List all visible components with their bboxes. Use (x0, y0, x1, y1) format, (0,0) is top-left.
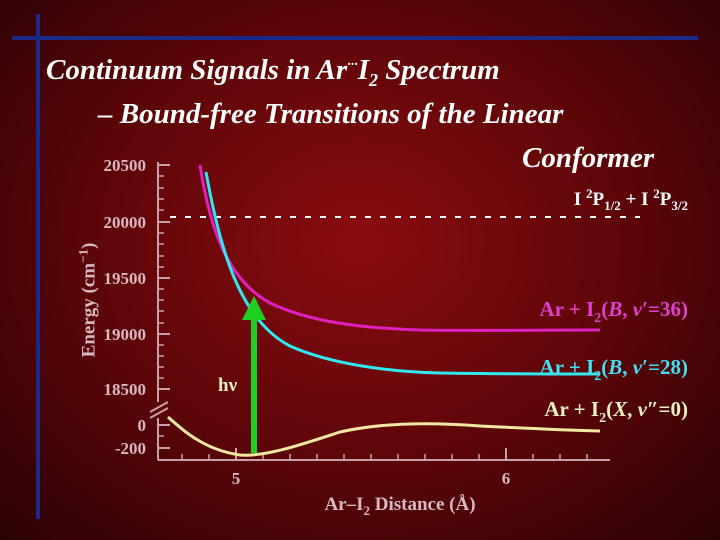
excitation-arrow-head (242, 296, 266, 320)
hv-label: hν (218, 375, 238, 396)
decorative-horizontal-line (12, 36, 698, 40)
x-tick-label: 6 (502, 469, 511, 488)
y-tick-label: -200 (115, 439, 146, 458)
y-tick-label: 20000 (104, 213, 147, 232)
y-tick-label: 19500 (104, 269, 147, 288)
title-line-1: Continuum Signals in Ar···I2 Spectrum (46, 54, 500, 90)
decorative-vertical-line (36, 14, 40, 519)
title-line-2: – Bound-free Transitions of the Linear (98, 98, 564, 130)
x-state-curve (167, 415, 601, 457)
dissociation-label: I 2P1/2 + I 2P3/2 (574, 186, 688, 213)
title-line-3: Conformer (522, 142, 655, 174)
axis-break-mark (149, 401, 169, 413)
x-state-label: Ar + I2(X, v″=0) (544, 397, 688, 426)
y-tick-label: 0 (138, 416, 147, 435)
y-tick-label: 20500 (104, 156, 147, 175)
axis-break-mark (149, 407, 169, 419)
y-tick-label: 18500 (104, 380, 147, 399)
b-state-v28-label: Ar + I2(B, v′=28) (540, 355, 688, 384)
x-axis-label: Ar–I2 Distance (Å) (324, 494, 475, 518)
b-state-v28-curve (204, 171, 601, 376)
x-tick-label: 5 (232, 469, 241, 488)
b-state-v36-label: Ar + I2(B, v′=36) (540, 297, 688, 326)
y-tick-label: 19000 (104, 325, 147, 344)
